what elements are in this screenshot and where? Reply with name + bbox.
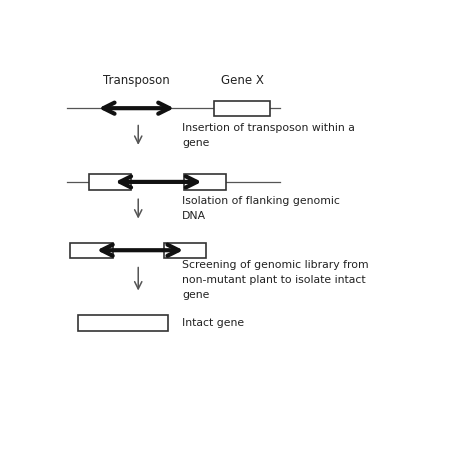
Text: Isolation of flanking genomic
DNA: Isolation of flanking genomic DNA	[182, 196, 340, 220]
Text: Intact gene: Intact gene	[182, 318, 245, 328]
Text: Transposon: Transposon	[103, 74, 170, 86]
Bar	[213, 100, 271, 116]
Bar	[70, 243, 112, 259]
Text: Gene X: Gene X	[221, 74, 264, 86]
Text: Insertion of transposon within a
gene: Insertion of transposon within a gene	[182, 123, 355, 148]
Bar	[164, 243, 206, 259]
Text: Screening of genomic library from
non-mutant plant to isolate intact
gene: Screening of genomic library from non-mu…	[182, 260, 369, 299]
Bar	[89, 174, 131, 190]
Bar	[184, 174, 227, 190]
Bar	[78, 315, 168, 331]
